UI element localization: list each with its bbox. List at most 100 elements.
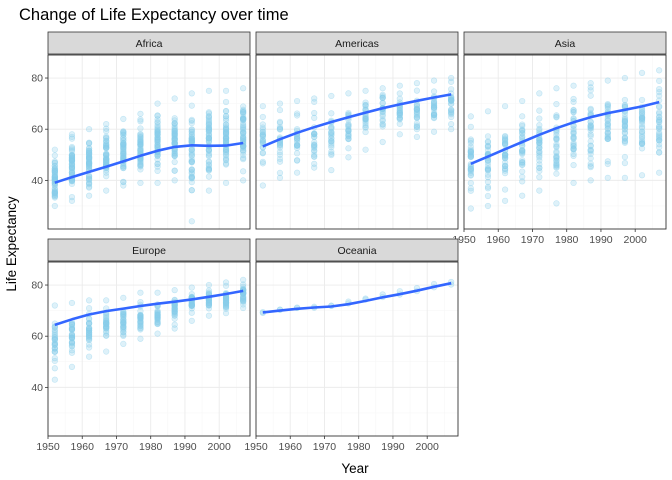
data-point (240, 297, 247, 304)
data-point (188, 301, 195, 308)
data-point (68, 135, 76, 142)
data-point (137, 314, 144, 322)
data-point (467, 152, 474, 160)
data-point (171, 148, 178, 155)
data-point (345, 121, 352, 128)
data-point (536, 115, 543, 122)
data-point (379, 121, 386, 128)
data-point (120, 148, 127, 155)
data-point (120, 154, 127, 161)
data-point (536, 136, 543, 143)
data-point (51, 158, 58, 165)
data-point (467, 113, 474, 120)
data-point (484, 192, 492, 200)
data-point (604, 158, 611, 165)
data-point (362, 124, 369, 131)
data-point (171, 117, 178, 124)
data-point (240, 129, 247, 136)
data-point (222, 121, 230, 128)
data-point (171, 287, 178, 294)
data-point (120, 320, 127, 327)
data-point (413, 110, 421, 118)
x-axis-title: Year (341, 461, 369, 476)
x-tick-label: 2000 (624, 234, 648, 246)
data-point (205, 299, 213, 306)
data-point (68, 155, 76, 162)
data-point (103, 317, 110, 324)
data-point (553, 85, 560, 92)
data-point (51, 339, 58, 346)
data-point (154, 152, 161, 159)
data-point (51, 162, 58, 170)
data-point (430, 112, 438, 119)
data-point (553, 154, 560, 161)
data-point (68, 334, 76, 341)
data-point (103, 325, 110, 332)
data-point (85, 329, 93, 337)
data-point (120, 147, 127, 154)
data-point (587, 177, 594, 184)
data-point (501, 154, 509, 162)
data-point (553, 148, 560, 155)
data-point (240, 85, 247, 92)
data-point (621, 139, 629, 146)
data-point (240, 135, 247, 142)
data-point (345, 132, 352, 140)
data-point (137, 325, 144, 332)
data-point (604, 135, 611, 143)
x-tick-label: 1960 (487, 234, 511, 246)
data-point (51, 174, 58, 181)
data-point (553, 162, 560, 169)
data-point (222, 134, 230, 141)
data-point (103, 315, 110, 322)
data-point (103, 173, 110, 180)
data-point (137, 110, 144, 117)
data-point (656, 123, 663, 131)
data-point (51, 191, 58, 198)
facet-strip (47, 31, 251, 55)
data-point (621, 134, 629, 141)
data-point (51, 167, 58, 174)
data-point (188, 158, 195, 166)
data-point (587, 160, 594, 167)
data-point (345, 145, 352, 152)
data-point (379, 94, 386, 101)
data-point (51, 365, 58, 372)
data-point (638, 117, 646, 124)
panel-border (463, 54, 667, 230)
data-point (240, 136, 247, 143)
data-point (293, 97, 301, 105)
data-point (103, 135, 110, 142)
data-point (621, 74, 629, 82)
data-point (536, 142, 543, 149)
data-point (120, 131, 127, 138)
data-point (222, 134, 230, 142)
data-point (553, 135, 560, 143)
data-point (553, 159, 560, 167)
data-point (413, 80, 421, 87)
data-point (311, 151, 318, 158)
data-point (638, 140, 646, 147)
data-point (222, 123, 230, 131)
data-point (345, 127, 352, 135)
data-point (311, 143, 318, 151)
data-point (638, 69, 646, 77)
data-point (587, 164, 594, 171)
data-point (188, 131, 195, 138)
data-point (120, 140, 127, 147)
data-point (154, 136, 161, 143)
data-point (120, 310, 127, 317)
data-point (103, 158, 110, 165)
data-point (103, 320, 110, 328)
data-point (656, 77, 663, 85)
data-point (85, 151, 93, 158)
data-point (85, 344, 93, 351)
x-tick-label: 1960 (279, 441, 303, 453)
data-point (85, 154, 93, 161)
data-point (51, 165, 58, 172)
data-point (154, 100, 161, 107)
data-point (430, 104, 438, 111)
data-point (621, 121, 629, 129)
data-point (103, 155, 110, 162)
